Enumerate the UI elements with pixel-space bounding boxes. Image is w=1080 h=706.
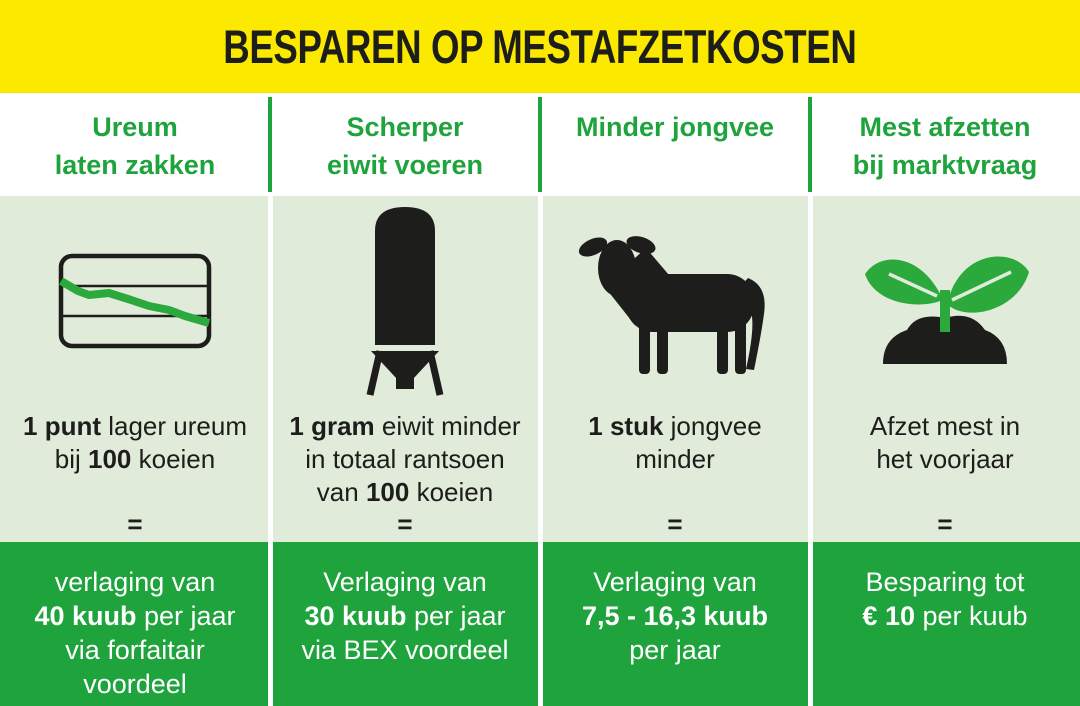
equals-sign: =	[127, 509, 143, 539]
calf-icon	[578, 236, 765, 374]
column-ureum-mid: 1 punt lager ureum bij 100 koeien =	[0, 196, 270, 548]
description-text: 1 stuk jongvee minder	[588, 411, 762, 474]
equals-sign: =	[667, 509, 683, 539]
icon-area	[58, 196, 212, 406]
column-divider	[808, 196, 813, 706]
column-afzetten-mid: Afzet mest in het voorjaar =	[810, 196, 1080, 548]
equals-sign: =	[397, 509, 413, 539]
icon-area	[857, 196, 1033, 406]
header-divider	[268, 97, 272, 192]
description-text: Afzet mest in het voorjaar	[869, 411, 1021, 474]
description-text: 1 gram eiwit minder in totaal rantsoen van…	[289, 411, 521, 507]
icon-area	[363, 196, 447, 406]
page-title: BESPAREN OP MESTAFZETKOSTEN	[223, 20, 857, 73]
column-title-ureum: Ureum laten zakken	[54, 112, 216, 180]
column-title-jongvee: Minder jongvee	[575, 112, 775, 142]
icon-area	[570, 196, 780, 406]
feed-silo-icon	[366, 207, 444, 396]
title-banner: BESPAREN OP MESTAFZETKOSTEN	[0, 0, 1080, 93]
result-jongvee: Verlaging van 7,5 - 16,3 kuub per jaar	[581, 567, 769, 665]
result-eiwit: Verlaging van 30 kuub per jaar via BEX voo…	[301, 567, 509, 665]
description-text: 1 punt lager ureum bij 100 koeien	[23, 411, 247, 474]
column-jongvee-mid: 1 stuk jongvee minder =	[540, 196, 810, 548]
column-title-eiwit: Scherper eiwit voeren	[326, 112, 484, 180]
column-eiwit-mid: 1 gram eiwit minder in totaal rantsoen van…	[270, 196, 540, 548]
result-afzetten: Besparing tot € 10 per kuub	[862, 567, 1028, 631]
header-divider	[538, 97, 542, 192]
column-divider	[538, 196, 543, 706]
result-ureum: verlaging van 40 kuub per jaar via forfait…	[34, 567, 236, 699]
column-title-afzetten: Mest afzetten bij marktvraag	[852, 112, 1038, 180]
column-divider	[268, 196, 273, 706]
header-divider	[808, 97, 812, 192]
seedling-icon	[865, 256, 1029, 364]
equals-sign: =	[937, 509, 953, 539]
declining-chart-icon	[58, 253, 212, 349]
